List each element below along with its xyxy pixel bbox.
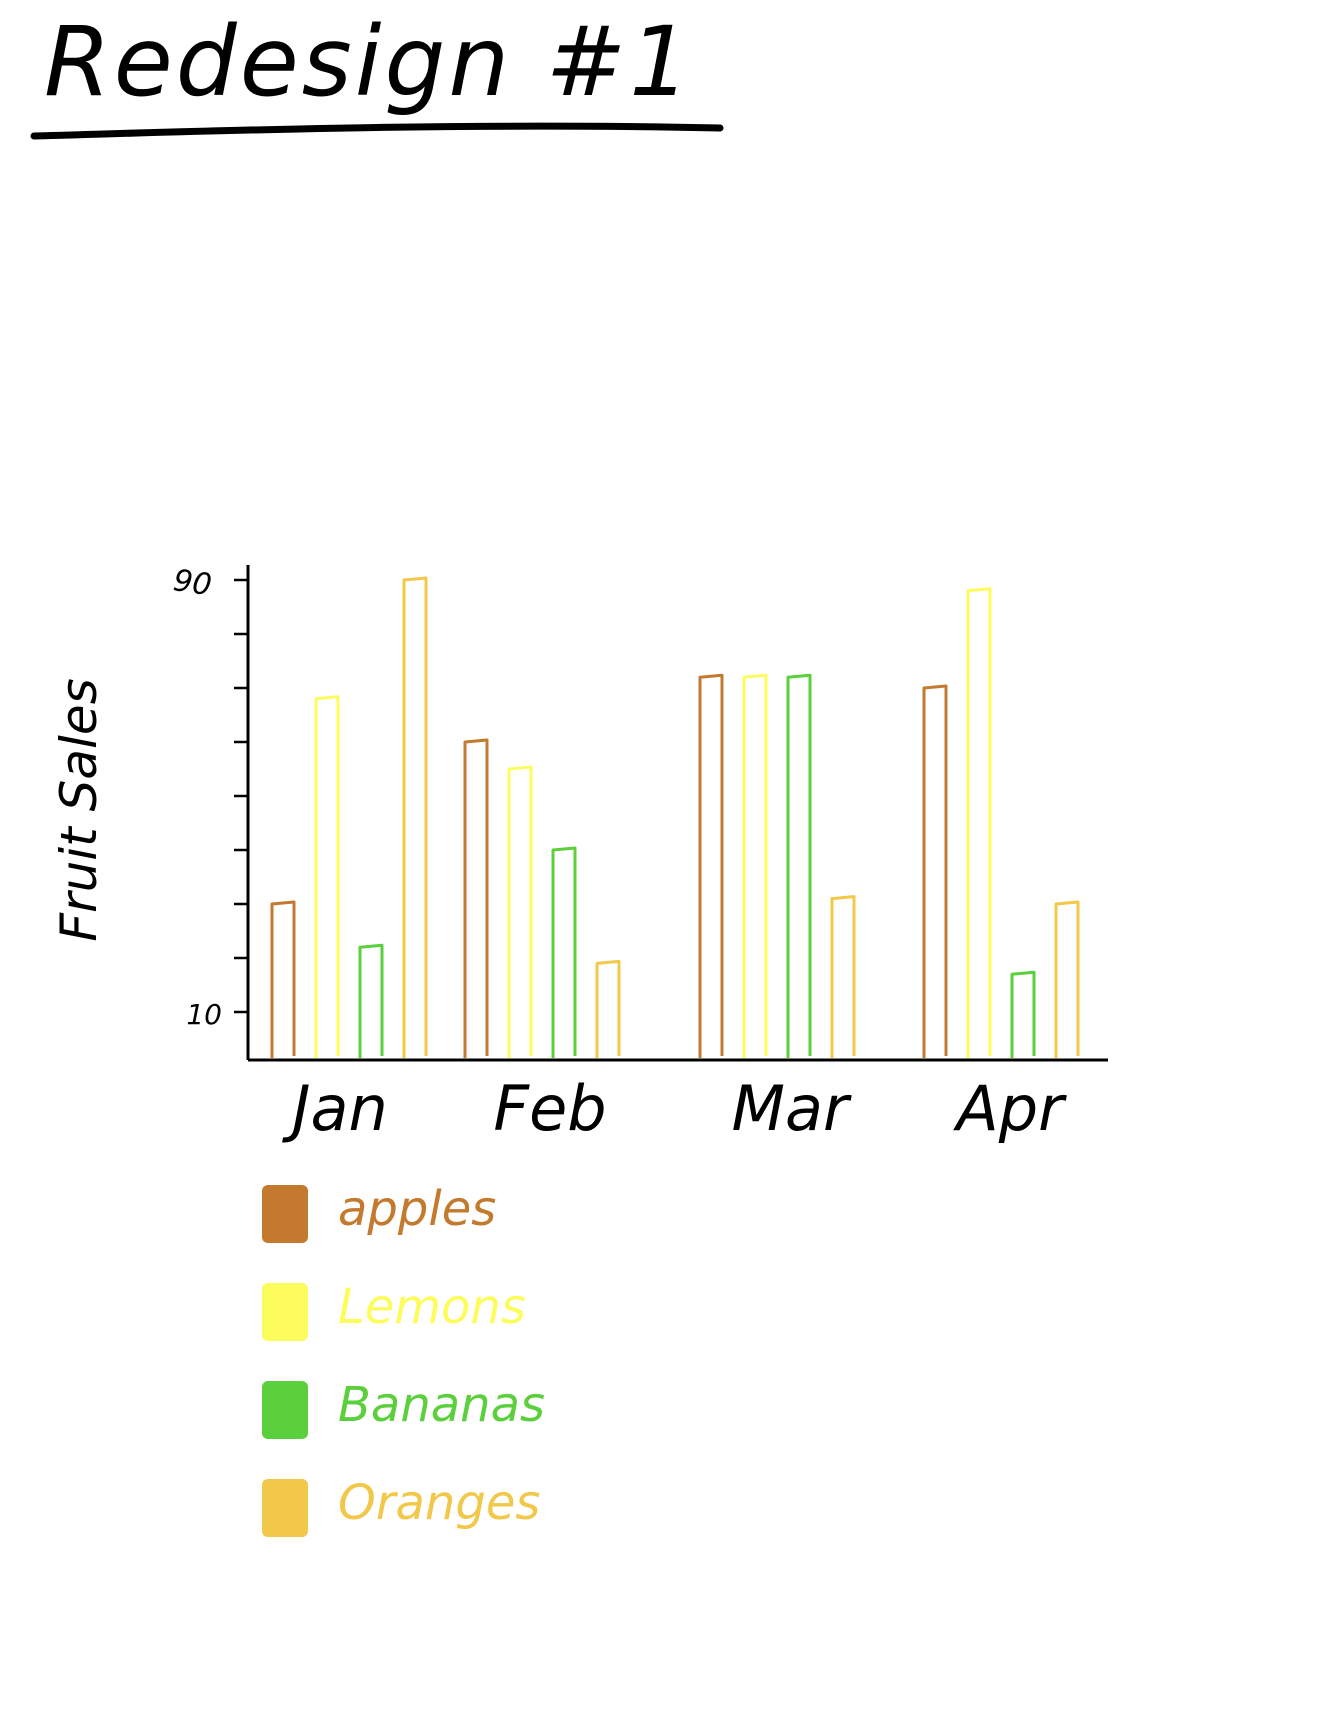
bar-oranges-apr — [1054, 900, 1080, 1058]
bar-bananas-apr — [1010, 970, 1036, 1058]
chart-title: Redesign #1 — [44, 6, 694, 118]
x-tick-label: Mar — [732, 1072, 852, 1145]
chart-bars — [270, 576, 1080, 1058]
bar-bananas-feb — [551, 846, 577, 1058]
chart-axes — [234, 565, 1108, 1062]
y-tick-label: 10 — [186, 998, 222, 1031]
bar-lemons-mar — [742, 673, 768, 1058]
bar-apples-apr — [922, 684, 948, 1058]
legend-label: Lemons — [338, 1279, 526, 1335]
bar-lemons-jan — [314, 695, 340, 1058]
chart-labels: 90 10 Fruit Sales Jan Feb Mar Apr — [50, 563, 1067, 1145]
legend-label: Oranges — [338, 1475, 541, 1531]
bar-lemons-feb — [507, 765, 533, 1058]
x-tick-label: Apr — [952, 1072, 1067, 1145]
title-underline — [30, 122, 724, 140]
bar-apples-jan — [270, 900, 296, 1058]
bar-oranges-jan — [402, 576, 428, 1058]
legend-label: Bananas — [338, 1377, 546, 1433]
y-tick-label: 90 — [171, 563, 214, 603]
legend-swatch — [262, 1185, 308, 1243]
legend-swatch — [262, 1479, 308, 1537]
bar-bananas-mar — [786, 673, 812, 1058]
bar-apples-mar — [698, 673, 724, 1058]
bar-lemons-apr — [966, 587, 992, 1058]
y-axis-label: Fruit Sales — [50, 678, 108, 941]
bar-bananas-jan — [358, 943, 384, 1058]
legend-swatch — [262, 1381, 308, 1439]
bar-chart: 90 10 Fruit Sales Jan Feb Mar Apr — [50, 563, 1108, 1145]
bar-apples-feb — [463, 738, 489, 1058]
bar-oranges-mar — [830, 895, 856, 1058]
x-tick-label: Feb — [493, 1072, 606, 1145]
x-tick-label: Jan — [281, 1072, 388, 1145]
bar-oranges-feb — [595, 959, 621, 1058]
legend-swatch — [262, 1283, 308, 1341]
legend-label: apples — [338, 1181, 497, 1237]
